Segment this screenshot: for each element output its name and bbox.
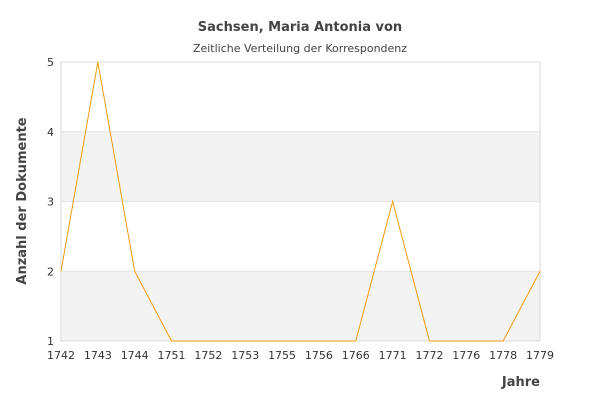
x-tick-label: 1751 bbox=[158, 349, 186, 362]
x-axis-ticks: 1742 1743 1744 1751 1752 1753 1755 1756 1766 1771… bbox=[47, 349, 554, 362]
y-axis-ticks: 1 2 3 4 5 bbox=[47, 56, 54, 348]
y-tick-label: 2 bbox=[47, 265, 54, 278]
x-tick-label: 1766 bbox=[342, 349, 370, 362]
x-tick-label: 1778 bbox=[489, 349, 517, 362]
y-tick-label: 1 bbox=[47, 335, 54, 348]
plot-band bbox=[61, 201, 540, 272]
x-tick-label: 1744 bbox=[121, 349, 149, 362]
y-tick-label: 4 bbox=[47, 126, 54, 139]
x-tick-label: 1752 bbox=[194, 349, 222, 362]
plot-band bbox=[61, 271, 540, 341]
x-tick-label: 1742 bbox=[47, 349, 75, 362]
x-tick-label: 1743 bbox=[84, 349, 112, 362]
x-tick-label: 1772 bbox=[415, 349, 443, 362]
series-layer bbox=[60, 61, 541, 342]
y-tick-label: 3 bbox=[47, 196, 54, 209]
plot-band bbox=[61, 131, 540, 202]
x-tick-label: 1756 bbox=[305, 349, 333, 362]
plot-band bbox=[61, 62, 540, 132]
y-axis-title: Anzahl der Dokumente bbox=[15, 117, 30, 284]
y-tick-label: 5 bbox=[47, 56, 54, 69]
x-tick-label: 1779 bbox=[526, 349, 554, 362]
x-tick-label: 1753 bbox=[231, 349, 259, 362]
x-tick-label: 1776 bbox=[452, 349, 480, 362]
plot-bands bbox=[61, 62, 540, 341]
x-axis-title: Jahre bbox=[501, 375, 540, 390]
chart-title: Sachsen, Maria Antonia von bbox=[198, 20, 402, 35]
series-line bbox=[60, 61, 541, 342]
x-tick-label: 1771 bbox=[379, 349, 407, 362]
chart-subtitle: Zeitliche Verteilung der Korrespondenz bbox=[193, 42, 407, 55]
x-tick-label: 1755 bbox=[268, 349, 296, 362]
